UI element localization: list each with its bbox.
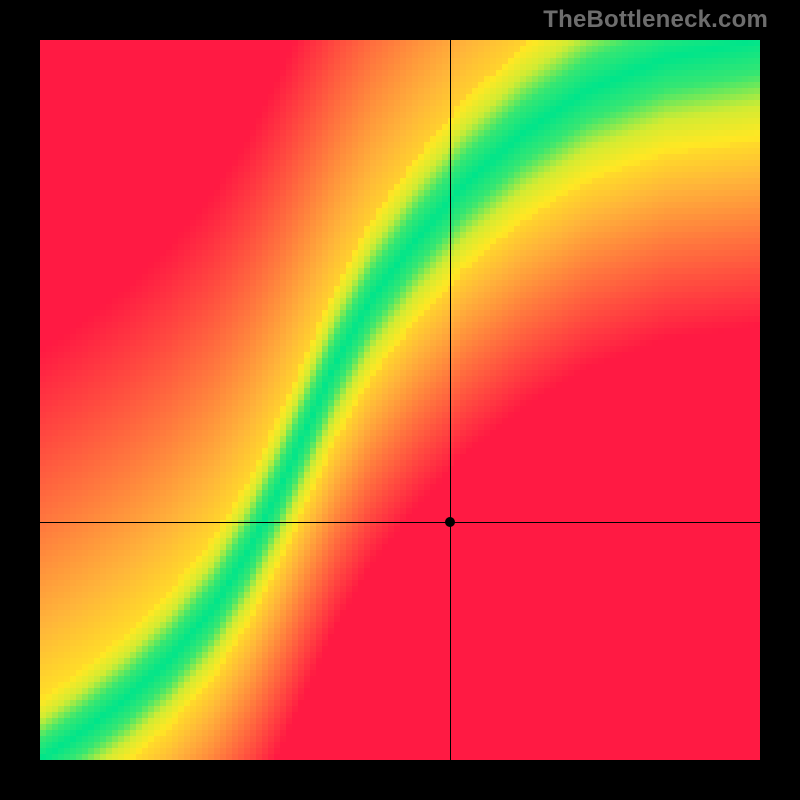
crosshair-horizontal — [40, 522, 760, 524]
watermark-text: TheBottleneck.com — [543, 6, 768, 34]
bottleneck-heatmap — [40, 40, 760, 760]
crosshair-vertical — [450, 40, 452, 760]
crosshair-marker — [444, 516, 456, 528]
